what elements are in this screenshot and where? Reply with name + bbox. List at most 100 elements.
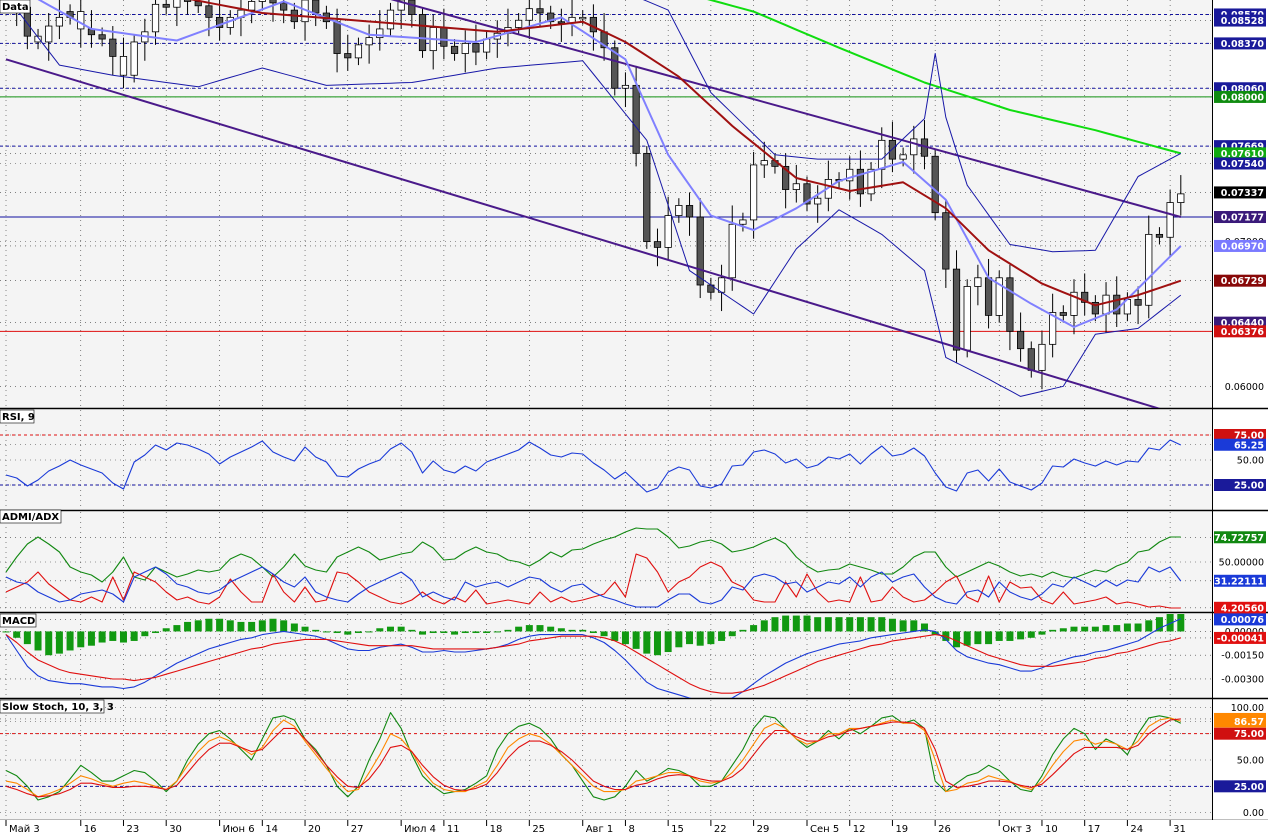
candle-body [55,16,64,27]
histogram-bar [301,626,309,632]
candle-body [183,0,192,2]
price-tag-label: 75.00 [1234,431,1264,442]
y-tick-label: 50.00 [1237,756,1264,767]
candle-body [803,183,811,205]
candle-body [205,5,213,18]
price-tag [1214,37,1266,50]
series-line [5,712,1182,801]
candle-body [685,205,694,218]
candle-body [888,139,897,160]
price-panel[interactable]: 0.070000.060000.085700.085280.083700.080… [0,0,1266,415]
histogram-bar [386,626,394,632]
histogram-bar [1091,626,1099,632]
candle-body [846,168,854,182]
candle-body [269,0,277,4]
candle-body [1027,348,1035,371]
x-tick-label: 22 [714,824,727,834]
price-tag-label: 0.06440 [1221,318,1265,329]
candle-body [856,168,865,195]
histogram-bar [344,631,352,635]
histogram-bar [664,631,672,653]
histogram-bar [1006,631,1014,641]
histogram-bar [1027,631,1035,638]
histogram-bar [1166,614,1174,632]
histogram-bar [440,631,448,634]
candle-body [750,164,758,221]
price-tag-label: 0.07610 [1221,149,1265,160]
histogram-bar [878,617,886,632]
histogram-bar [557,628,565,632]
histogram-bar [1123,623,1131,632]
x-tick-label: 10 [1045,824,1058,834]
histogram-bar [2,631,10,633]
series-line [5,634,1181,694]
histogram-bar [451,631,459,635]
candle-body [611,47,619,89]
histogram-bar [130,631,138,641]
candle-body [696,216,704,286]
x-tick-label: Авг 1 [586,824,614,834]
x-tick-label: 12 [853,824,866,834]
y-tick-label: 50.00 [1237,456,1264,467]
panel-title-adx: ADMI/ADX [2,512,59,523]
candle-body [461,43,469,54]
histogram-bar [643,631,651,654]
x-tick-label: 27 [351,824,364,834]
axis-area-adx [1212,512,1268,612]
axis-area-macd [1212,614,1268,698]
candle-body [98,34,106,40]
candle-body [760,160,768,166]
histogram-bar [173,625,181,632]
price-tag-label: 0.08060 [1221,84,1265,95]
plot-layer-stoch [0,712,1212,801]
price-tag [1214,239,1266,252]
histogram-bar [579,629,587,632]
histogram-bar [611,631,619,641]
candle-body [653,241,662,248]
histogram-bar [1145,620,1153,632]
x-axis: Май 3 16 23 30 Июн 6 14 20 27 Июл 4 11 18 25 Авг 1 8 1… [0,820,1268,835]
price-tag-label: 0.07669 [1221,142,1264,153]
bollinger-upper [642,0,1182,253]
title-box-macd: MACD [0,613,37,628]
histogram-bar [152,631,160,634]
price-tag-label: 75.00 [1234,729,1264,740]
histogram-bar [1017,631,1025,640]
candle-body [280,2,288,11]
plot-layer-rsi [0,434,1212,493]
price-tag-label: 86.57 [1234,717,1264,728]
price-tag [1214,274,1266,287]
x-tick-label: 16 [84,824,97,834]
histogram-bar [600,631,608,637]
candle-body [1145,233,1153,306]
price-tag-label: 0.07337 [1221,188,1264,199]
candle-body [547,12,555,23]
histogram-bar [792,615,800,632]
histogram-bar [119,631,127,643]
price-tag-label: 0.08000 [1221,92,1265,103]
candle-body [472,43,480,53]
histogram-bar [226,620,234,632]
price-tag [1214,14,1266,27]
candle-body [579,16,587,20]
x-tick-label: Окт 3 [1002,824,1031,834]
candle-body [173,0,181,8]
histogram-bar [953,631,961,648]
histogram-bar [237,621,245,632]
histogram-bar [515,626,523,632]
histogram-bar [205,618,213,632]
candle-body [1166,202,1174,238]
title-box-adx: ADMI/ADX [0,509,62,524]
histogram-bar [184,621,192,632]
candle-body [34,35,42,43]
panel-title-rsi: RSI, 9 [2,412,35,423]
histogram-bar [750,625,758,632]
adx-panel[interactable]: 50.00000 74.72757 31.22111 4.20560 [0,527,1266,614]
x-tick-label: 18 [490,824,503,834]
histogram-bar [707,631,715,645]
candle-body [151,3,160,33]
candle-body [248,1,256,11]
